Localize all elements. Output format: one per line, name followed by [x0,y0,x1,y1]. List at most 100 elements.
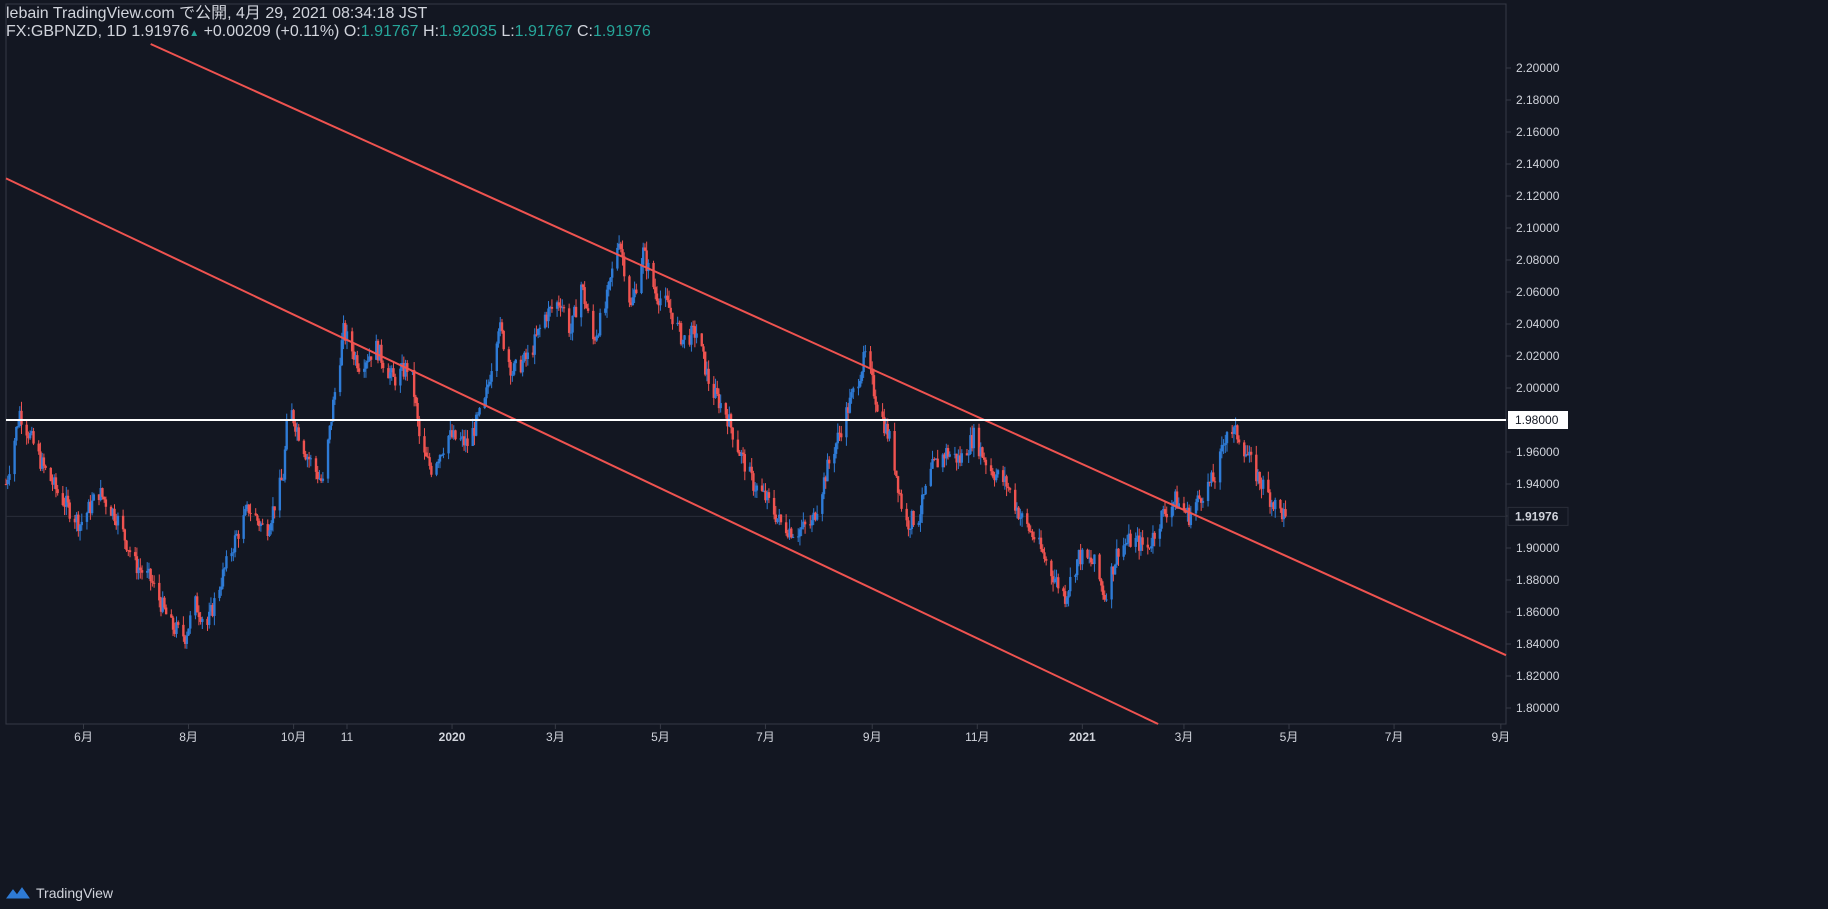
candle-down-body [1182,503,1186,511]
candle-up-body [705,368,709,375]
candle-up-body [485,387,488,399]
candle-down-body [164,607,168,615]
candle-down-body [77,514,80,532]
x-tick-label: 3月 [1175,730,1194,744]
candle-up-body [664,295,667,299]
candle-up-body [845,407,848,438]
candle-down-body [197,612,201,618]
candle-up-body [1150,546,1153,549]
candle-down-body [509,361,512,376]
candle-down-body [731,427,734,440]
candle-up-body [924,485,927,495]
x-tick-label: 3月 [546,730,565,744]
candle-down-body [462,436,466,446]
candle-down-body [585,304,588,309]
candle-down-body [741,452,745,455]
candle-down-body [824,477,827,482]
candle-down-body [883,416,886,434]
candle-down-body [869,351,872,369]
candle-down-body [302,440,306,455]
candle-down-body [623,256,626,277]
candle-up-body [495,343,499,372]
candle-up-body [499,322,502,332]
candle-down-body [113,508,116,522]
candle-up-body [244,509,247,516]
y-tick-label: 2.08000 [1516,253,1560,267]
candle-down-body [182,624,185,637]
candle-down-body [44,465,47,468]
candle-down-body [73,518,77,523]
candle-down-body [1101,585,1105,595]
candle-up-body [561,307,564,309]
low-value: 1.91767 [514,23,573,40]
candle-up-body [268,530,271,536]
drawings[interactable] [5,43,1507,725]
candle-up-body [908,529,912,531]
candle-down-body [1249,451,1253,455]
upper-channel-trendline[interactable] [150,43,1507,657]
lower-channel-trendline[interactable] [5,177,1159,725]
y-tick-label: 1.88000 [1516,573,1560,587]
x-tick-label: 5月 [651,730,670,744]
candle-up-body [1194,502,1198,514]
candle-down-body [1062,588,1065,592]
candle-down-body [1029,530,1032,532]
low-label: L: [501,23,515,40]
candle-down-body [1141,537,1144,545]
candle-up-body [595,335,598,341]
y-tick-label: 1.94000 [1516,477,1560,491]
candle-down-body [195,596,199,613]
candle-down-body [173,629,176,634]
candle-down-body [1153,532,1156,539]
candle-up-body [1134,537,1137,547]
candle-up-body [1170,507,1174,518]
candle-down-body [237,533,240,539]
candle-up-body [438,455,442,462]
candle-down-body [1043,552,1046,559]
candle-up-body [1020,513,1024,518]
grid [5,3,1507,725]
high-value: 1.92035 [439,23,497,40]
candle-down-body [535,334,538,336]
candle-up-body [399,368,402,386]
candle-down-body [1008,488,1012,490]
candle-down-body [387,368,390,379]
candle-down-body [655,293,659,301]
candle-up-body [815,513,819,520]
candle-up-body [714,387,717,398]
candle-up-body [917,522,920,526]
candle-up-body [459,438,462,440]
candle-up-body [283,449,287,480]
candle-down-body [206,618,209,625]
candle-up-body [282,479,285,481]
candle-down-body [294,423,297,432]
candle-down-body [344,323,347,341]
candle-up-body [270,523,273,531]
candle-up-body [1077,550,1081,560]
candle-down-body [125,540,128,551]
candle-up-body [852,388,855,393]
candle-down-body [586,308,590,311]
candle-up-body [487,384,490,388]
candle-down-body [872,375,876,397]
candle-down-body [679,323,683,345]
candle-down-body [152,582,156,584]
tradingview-footer[interactable]: TradingView [6,885,113,901]
candle-down-body [989,465,993,472]
candle-up-body [333,392,337,400]
ohlc-line: FX:GBPNZD, 1D 1.91976▲ +0.00209 (+0.11%)… [6,23,651,43]
candle-down-body [700,333,703,347]
candle-up-body [328,425,331,440]
x-tick-label: 10月 [281,730,306,744]
candle-down-body [392,368,395,377]
candle-down-body [1103,594,1106,600]
axes[interactable]: 2.20000 2.18000 2.16000 2.14000 2.12000 2.100… [74,61,1569,744]
open-label: O: [343,23,361,40]
candle-up-body [681,339,685,345]
candle-down-body [936,458,939,468]
candle-down-body [764,490,767,501]
candle-down-body [1230,432,1234,434]
candle-down-body [27,435,30,439]
candle-up-body [1003,476,1007,482]
